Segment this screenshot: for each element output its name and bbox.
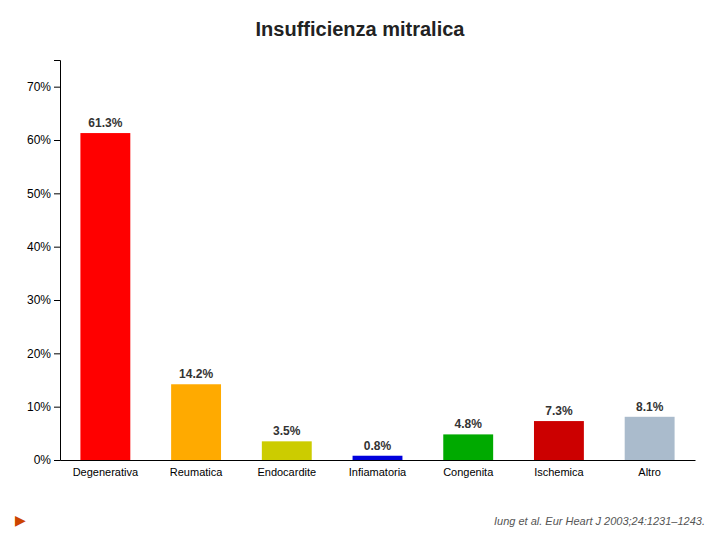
x-axis: Degenerativa Reumatica Endocardite Infiamat…: [61, 461, 696, 478]
bar: [262, 441, 312, 460]
x-tick-label: Reumatica: [170, 466, 223, 478]
y-tick-label: 40%: [27, 240, 51, 254]
bar: [443, 434, 493, 460]
marker-glyph: ▶: [15, 512, 26, 528]
x-tick-label: Congenita: [443, 466, 494, 478]
y-tick-mark: [54, 193, 60, 194]
y-tick-label: 0%: [34, 453, 52, 467]
bar: [171, 384, 221, 460]
title: Insufficienza mitralica: [256, 18, 466, 40]
x-tick: Degenerativa: [73, 466, 139, 478]
x-tick-label: Endocardite: [257, 466, 316, 478]
data-label: 8.1%: [636, 400, 664, 414]
data-label: 0.8%: [364, 439, 392, 453]
y-tick: 50%: [27, 187, 60, 201]
x-axis-line: [61, 460, 696, 461]
x-tick-label: Infiamatoria: [349, 466, 407, 478]
x-tick: Altro: [638, 466, 661, 478]
y-axis: 0% 10% 20% 30% 40% 50% 60% 70%: [27, 61, 61, 468]
bar: [353, 456, 403, 460]
y-tick-label: 70%: [27, 80, 51, 94]
y-tick-mark: [54, 87, 60, 88]
data-label: 7.3%: [545, 404, 573, 418]
x-tick: Ischemica: [534, 466, 584, 478]
data-labels: 61.3% 14.2% 3.5% 0.8% 4.8% 7.3% 8.1%: [88, 116, 663, 453]
citation: Iung et al. Eur Heart J 2003;24:1231–124…: [494, 515, 705, 527]
x-tick: Reumatica: [170, 466, 223, 478]
y-tick-mark: [54, 140, 60, 141]
bar: [625, 417, 675, 460]
y-tick: 40%: [27, 240, 60, 254]
data-label: 3.5%: [273, 424, 301, 438]
data-label: 61.3%: [88, 116, 122, 130]
x-tick: Infiamatoria: [349, 466, 407, 478]
y-tick: 10%: [27, 400, 60, 414]
y-tick-label: 20%: [27, 347, 51, 361]
y-tick-label: 30%: [27, 293, 51, 307]
y-tick-mark: [54, 353, 60, 354]
y-tick-label: 60%: [27, 133, 51, 147]
y-tick: 70%: [27, 80, 60, 94]
bar: [80, 133, 130, 460]
chart: 0% 10% 20% 30% 40% 50% 60% 70% Degenerativa Reuma…: [0, 0, 720, 540]
y-tick-mark: [54, 407, 60, 408]
y-tick: 20%: [27, 347, 60, 361]
y-tick-mark: [54, 460, 60, 461]
x-tick: Endocardite: [257, 466, 316, 478]
x-tick: Congenita: [443, 466, 494, 478]
x-tick-label: Ischemica: [534, 466, 584, 478]
y-tick: 60%: [27, 133, 60, 147]
y-tick: 30%: [27, 293, 60, 307]
y-axis-line: [54, 61, 61, 461]
data-label: 4.8%: [455, 417, 483, 431]
y-tick-label: 10%: [27, 400, 51, 414]
plot-area: 0% 10% 20% 30% 40% 50% 60% 70% Degenerativa Reuma…: [27, 61, 696, 478]
x-tick-label: Altro: [638, 466, 661, 478]
bar: [534, 421, 584, 460]
y-tick-mark: [54, 247, 60, 248]
x-tick-label: Degenerativa: [73, 466, 139, 478]
data-label: 14.2%: [179, 367, 213, 381]
y-tick-label: 50%: [27, 187, 51, 201]
y-tick: 0%: [34, 453, 60, 467]
bars: [80, 133, 674, 460]
y-tick-mark: [54, 300, 60, 301]
